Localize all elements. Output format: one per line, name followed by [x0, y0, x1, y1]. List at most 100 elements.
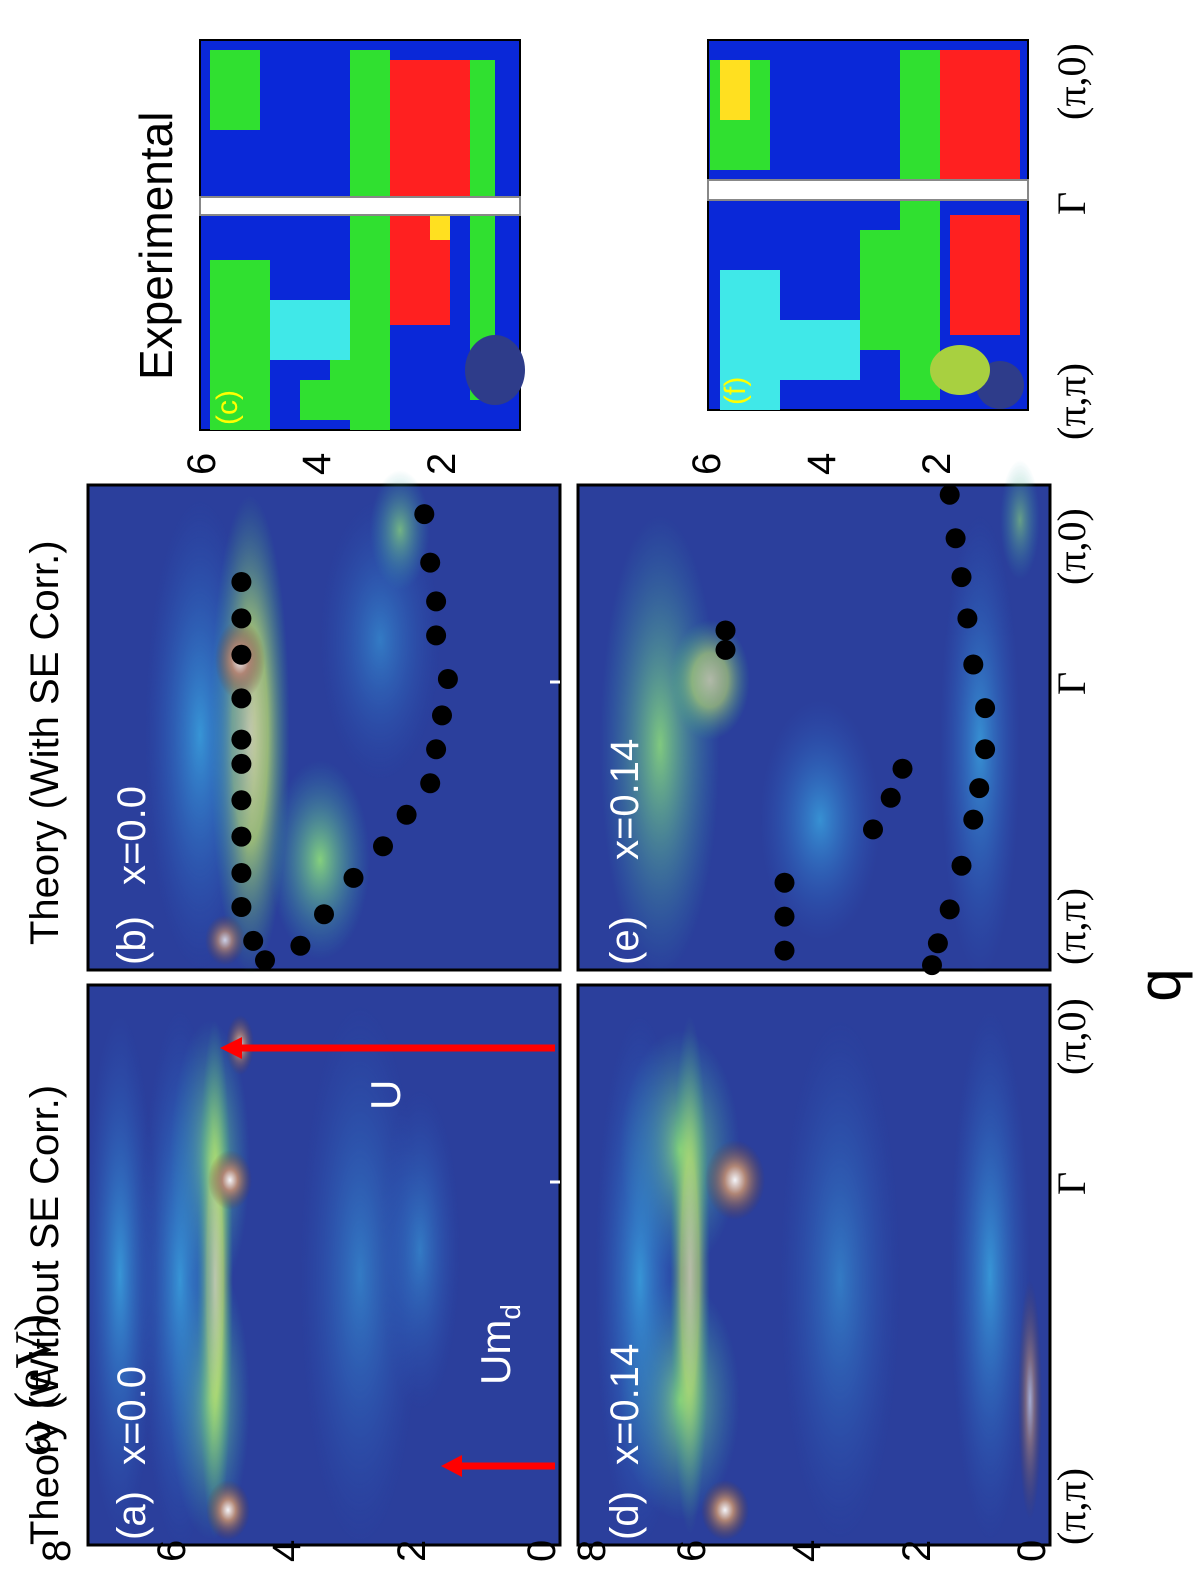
q-tick-pi0-mid: (π,0) [1049, 508, 1094, 585]
panel-b-point-s0-11 [231, 572, 252, 592]
panel-b-point-s0-0 [255, 950, 275, 971]
y-tick-a-0: 0 [520, 1540, 564, 1562]
panel-f-tag: (f) [719, 377, 752, 405]
panel-b-point-s1-10 [426, 591, 447, 612]
panel-e-point-s2-2 [939, 899, 960, 920]
panel-b-point-s0-10 [231, 608, 252, 629]
panel-e-label: x=0.14 [603, 739, 647, 860]
panel-e-point-s1-1 [880, 787, 901, 808]
panel-e-point-s2-0 [922, 955, 942, 976]
y-tick-d-0: 0 [1010, 1540, 1054, 1562]
y-ticks-d: 8 6 4 2 0 [570, 1540, 1054, 1562]
panel-a-u-annotation: U [362, 1080, 409, 1110]
panel-b-point-s0-5 [231, 790, 252, 811]
panel-b-point-s0-7 [231, 729, 252, 750]
panel-b-point-s1-2 [343, 867, 364, 888]
y-tick-f-2: 2 [915, 453, 959, 475]
panel-a-spectrum [84, 1005, 460, 1550]
header-experimental: Experimental [130, 112, 182, 380]
panel-b-point-s1-6 [426, 739, 447, 760]
panel-b-tag: (b) [110, 916, 154, 965]
panel-e-point-s0-3 [715, 639, 736, 660]
panel-e-point-s2-8 [963, 654, 984, 675]
panel-c-map [199, 50, 525, 430]
panel-d-tag: (d) [603, 1491, 647, 1540]
y-tick-c-6: 6 [180, 453, 224, 475]
panel-b-point-s1-4 [396, 804, 417, 825]
panel-e-point-s2-6 [975, 739, 996, 760]
panel-b-point-s0-8 [231, 688, 252, 709]
q-tick-pipi-left: (π,π) [1049, 1468, 1094, 1545]
y-tick-a-6: 6 [150, 1540, 194, 1562]
q-ticks-exp: (π,π) Γ (π,0) [1049, 43, 1094, 440]
y-ticks-c: 6 4 2 [180, 453, 464, 475]
header-with-se: Theory (With SE Corr.) [23, 540, 67, 945]
panel-e-point-s0-0 [774, 940, 795, 961]
panel-e: (e) x=0.14 [576, 460, 1052, 976]
panel-c-tag: (c) [211, 390, 244, 425]
panel-f-map [707, 50, 1029, 410]
panel-b-point-s1-1 [314, 904, 334, 925]
arrow-u-head [220, 1037, 242, 1059]
panel-e-point-s2-4 [963, 809, 984, 830]
arrow-umd-head [441, 1455, 462, 1477]
panel-e-point-s2-12 [939, 484, 960, 505]
y-tick-a-2: 2 [390, 1540, 434, 1562]
y-tick-f-6: 6 [685, 453, 729, 475]
panel-b-point-s0-9 [231, 644, 252, 665]
x-axis-title: q [1126, 968, 1193, 1001]
y-tick-f-4: 4 [800, 453, 844, 475]
panel-a-tag: (a) [110, 1491, 154, 1540]
q-tick-pipi-mid: (π,π) [1049, 888, 1094, 965]
y-ticks-a: 8 6 4 2 0 [35, 1540, 564, 1562]
panel-b-point-s1-3 [373, 836, 393, 857]
panel-b-point-s1-11 [420, 552, 441, 573]
panel-e-point-s2-1 [927, 933, 948, 954]
panel-a-label: x=0.0 [110, 1366, 154, 1465]
panel-e-point-s0-2 [774, 872, 795, 893]
panel-d-label: x=0.14 [603, 1344, 647, 1465]
y-tick-d-4: 4 [785, 1540, 829, 1562]
panel-e-point-s1-0 [863, 819, 883, 840]
q-tick-gamma-mid: Γ [1049, 672, 1094, 695]
panel-e-point-s2-7 [975, 698, 996, 719]
panel-b-point-s0-2 [231, 897, 252, 917]
panel-e-point-s2-11 [945, 528, 966, 549]
panel-b-point-s1-9 [426, 625, 447, 646]
panel-e-point-s2-5 [969, 778, 990, 799]
y-axis-title: ω (eV) [5, 1314, 62, 1457]
panel-a: (a) x=0.0 Umd U [84, 983, 562, 1550]
panel-e-point-s2-10 [951, 567, 972, 588]
panel-b-points [231, 504, 458, 971]
panel-e-point-s2-3 [951, 855, 972, 876]
panel-e-point-s0-1 [774, 906, 795, 927]
panel-f: (f) [707, 39, 1029, 411]
panel-d-spectrum [595, 1010, 1042, 1545]
q-tick-pipi-exp: (π,π) [1049, 363, 1094, 440]
q-tick-pi0-left: (π,0) [1049, 998, 1094, 1075]
y-tick-d-2: 2 [895, 1540, 939, 1562]
y-tick-a-4: 4 [265, 1540, 309, 1562]
panel-e-point-s2-9 [957, 608, 978, 629]
y-tick-d-6: 6 [670, 1540, 714, 1562]
panel-b-point-s0-3 [231, 863, 252, 883]
panel-b-point-s0-1 [243, 930, 264, 951]
q-tick-pi0-exp: (π,0) [1049, 43, 1094, 120]
panel-b: (b) x=0.0 [86, 470, 562, 975]
q-tick-gamma-exp: Γ [1049, 192, 1094, 215]
header-without-se: Theory (Without SE Corr.) [23, 1085, 67, 1545]
panel-d: (d) x=0.14 [576, 983, 1052, 1547]
panel-b-point-s1-8 [437, 669, 458, 689]
panel-a-umd-annotation: Umd [472, 1304, 526, 1385]
y-tick-c-2: 2 [420, 453, 464, 475]
panel-e-points [715, 484, 996, 976]
panel-b-point-s1-0 [290, 935, 311, 956]
y-tick-a-8: 8 [35, 1540, 79, 1562]
panel-e-tag: (e) [603, 916, 647, 965]
y-tick-d-8: 8 [570, 1540, 614, 1562]
q-tick-gamma-left: Γ [1049, 1172, 1094, 1195]
y-ticks-f: 6 4 2 [685, 453, 959, 475]
panel-b-point-s1-12 [414, 504, 435, 525]
panel-e-point-s0-4 [715, 620, 736, 641]
